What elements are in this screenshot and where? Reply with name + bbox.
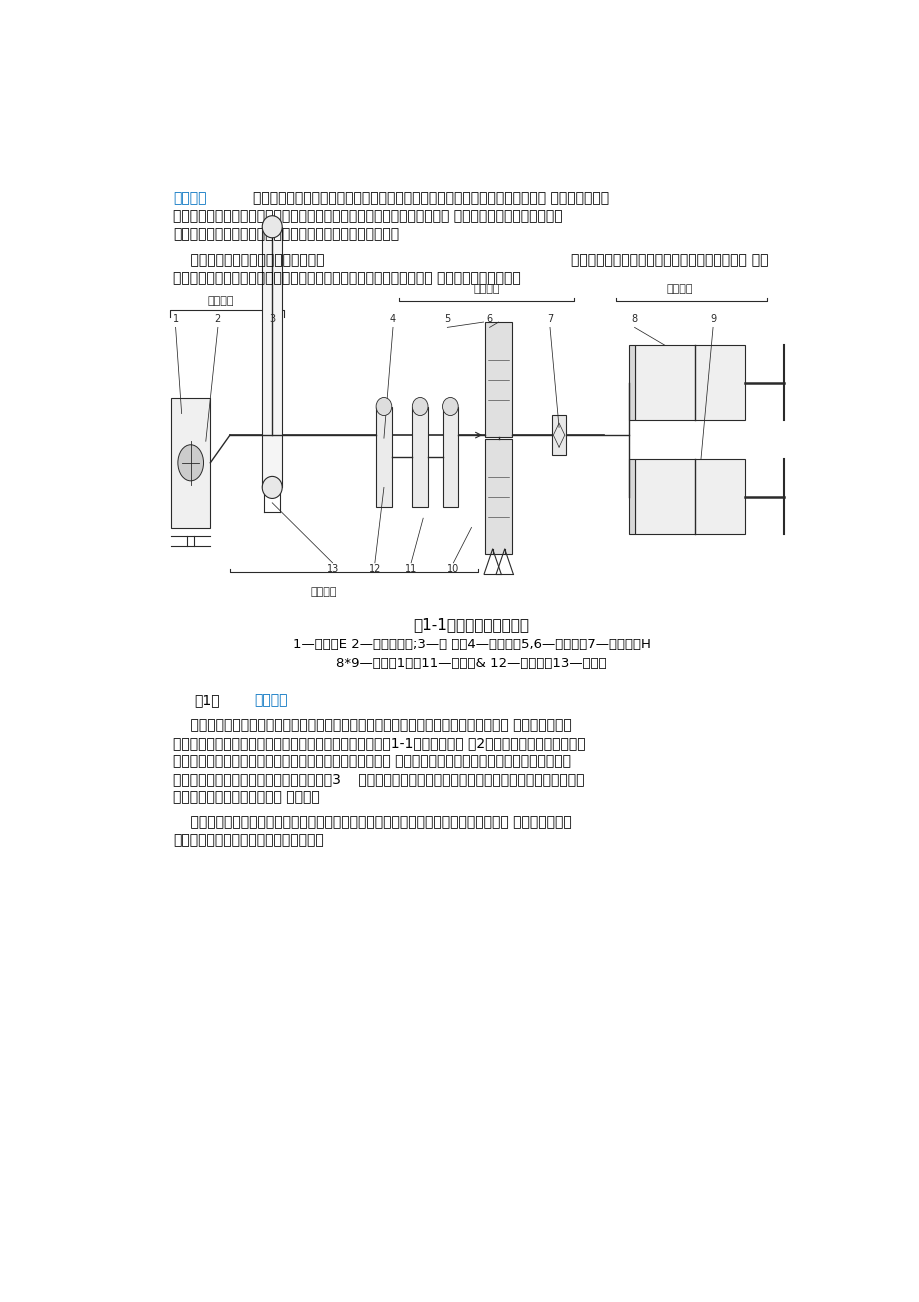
Bar [159, 293, 783, 609]
Text: 13: 13 [326, 564, 338, 574]
Ellipse shape [262, 216, 282, 238]
Text: 压缩空气的压力能，实现了能 量转换。: 压缩空气的压力能，实现了能 量转换。 [173, 790, 320, 805]
Bar [629, 345, 634, 421]
Text: 中吸入空气，空气经压缩机压缩后，通过气源净化处理装置 （图中未画出）冷却、分离（将压缩空气中凝聚: 中吸入空气，空气经压缩机压缩后，通过气源净化处理装置 （图中未画出）冷却、分离（… [173, 755, 571, 768]
Bar [629, 460, 634, 534]
Circle shape [177, 445, 203, 480]
Text: 12: 12 [369, 564, 380, 574]
Text: 气源装置是将原动机的机械能转化为气体的压力能的装置。气源装置的主体是空气压缩 机（真空泵压缩: 气源装置是将原动机的机械能转化为气体的压力能的装置。气源装置的主体是空气压缩 机… [173, 719, 572, 733]
Text: 的胀管机工作原理示意图为例，说明其组成和工作原理，该系统主要用 于铜管管端挤压胀形。: 的胀管机工作原理示意图为例，说明其组成和工作原理，该系统主要用 于铜管管端挤压胀… [173, 272, 520, 285]
Text: （1）: （1） [194, 693, 220, 707]
Text: 执行元件: 执行元件 [666, 284, 692, 293]
Text: 1: 1 [173, 314, 178, 324]
Bar [634, 460, 744, 534]
Text: 气源装置、气动执行元件、气动控制元件和辅助 元件: 气源装置、气动执行元件、气动控制元件和辅助 元件 [571, 254, 768, 267]
Bar [171, 397, 210, 529]
Text: 。气压传动是实现各种生产控制、自动控制的重要手段之一。: 。气压传动是实现各种生产控制、自动控制的重要手段之一。 [173, 228, 399, 241]
Text: 的水分、油分等杂质分离出去，送到储气罐3    及系统，此过程中，空气压缩机将电动机旋转的机械能转化为: 的水分、油分等杂质分离出去，送到储气罐3 及系统，此过程中，空气压缩机将电动机旋… [173, 772, 584, 786]
Text: 11: 11 [404, 564, 417, 574]
Bar [634, 345, 744, 421]
Bar [484, 322, 512, 437]
Text: 图1-1气压传动系统的组成: 图1-1气压传动系统的组成 [413, 617, 529, 633]
Text: 机、空压机），还配有储气罐、气源净化处理装置等。在图1-1中，空气压缩 机2由电动机带动旋转，从大气: 机、空压机），还配有储气罐、气源净化处理装置等。在图1-1中，空气压缩 机2由电… [173, 737, 585, 750]
Text: 7: 7 [546, 314, 552, 324]
Text: 8: 8 [630, 314, 637, 324]
Text: 控制元件: 控制元件 [473, 284, 499, 293]
Text: 2: 2 [214, 314, 221, 324]
Text: 辅助元件: 辅助元件 [310, 587, 336, 598]
Text: 间和用气设备等）分配、供应压缩空气。: 间和用气设备等）分配、供应压缩空气。 [173, 833, 323, 848]
Text: 8*9—气缸；1。，11—消声器& 12—油雾器；13—过滤器: 8*9—气缸；1。，11—消声器& 12—油雾器；13—过滤器 [335, 658, 607, 671]
Ellipse shape [376, 397, 391, 415]
Text: 使用气动设备较多的厂矿常将气源装置集中在压气站（俗称空压站）内，由压气站再统 一向用气点（车: 使用气动设备较多的厂矿常将气源装置集中在压气站（俗称空压站）内，由压气站再统 一… [173, 815, 572, 829]
Text: 气压传动系统一般由四部分组成，即: 气压传动系统一般由四部分组成，即 [173, 254, 324, 267]
Text: 1—安全阀E 2—空气压缩机;3—储 气刊4—减压阀；5,6—换向阀；7—流量控制H: 1—安全阀E 2—空气压缩机;3—储 气刊4—减压阀；5,6—换向阀；7—流量控… [292, 638, 650, 651]
Text: 是以压缩机为动力源、压缩空气作为工作介质，来进行能量传递和控制的一种传 动形式。将各种: 是以压缩机为动力源、压缩空气作为工作介质，来进行能量传递和控制的一种传 动形式。… [253, 191, 608, 206]
Text: 10: 10 [447, 564, 459, 574]
Text: 5: 5 [444, 314, 450, 324]
Text: 9: 9 [709, 314, 715, 324]
Bar [376, 406, 391, 506]
Text: 气压传动: 气压传动 [173, 191, 207, 206]
Text: 气源装置: 气源装置 [254, 693, 288, 707]
Bar [262, 227, 282, 487]
Bar [412, 406, 427, 506]
Bar [551, 415, 565, 456]
Text: 4: 4 [390, 314, 395, 324]
Text: 气源装置: 气源装置 [208, 296, 233, 306]
Text: 元件组成不同功能的基本控制回路，若干基本控制回路再经过有机组合，就 构成一个完整的气压传动系统: 元件组成不同功能的基本控制回路，若干基本控制回路再经过有机组合，就 构成一个完整… [173, 210, 562, 224]
Ellipse shape [442, 397, 458, 415]
Ellipse shape [262, 477, 282, 499]
Text: 6: 6 [486, 314, 493, 324]
Text: 3: 3 [269, 314, 275, 324]
Bar [442, 406, 458, 506]
Ellipse shape [412, 397, 427, 415]
Bar [484, 439, 512, 555]
